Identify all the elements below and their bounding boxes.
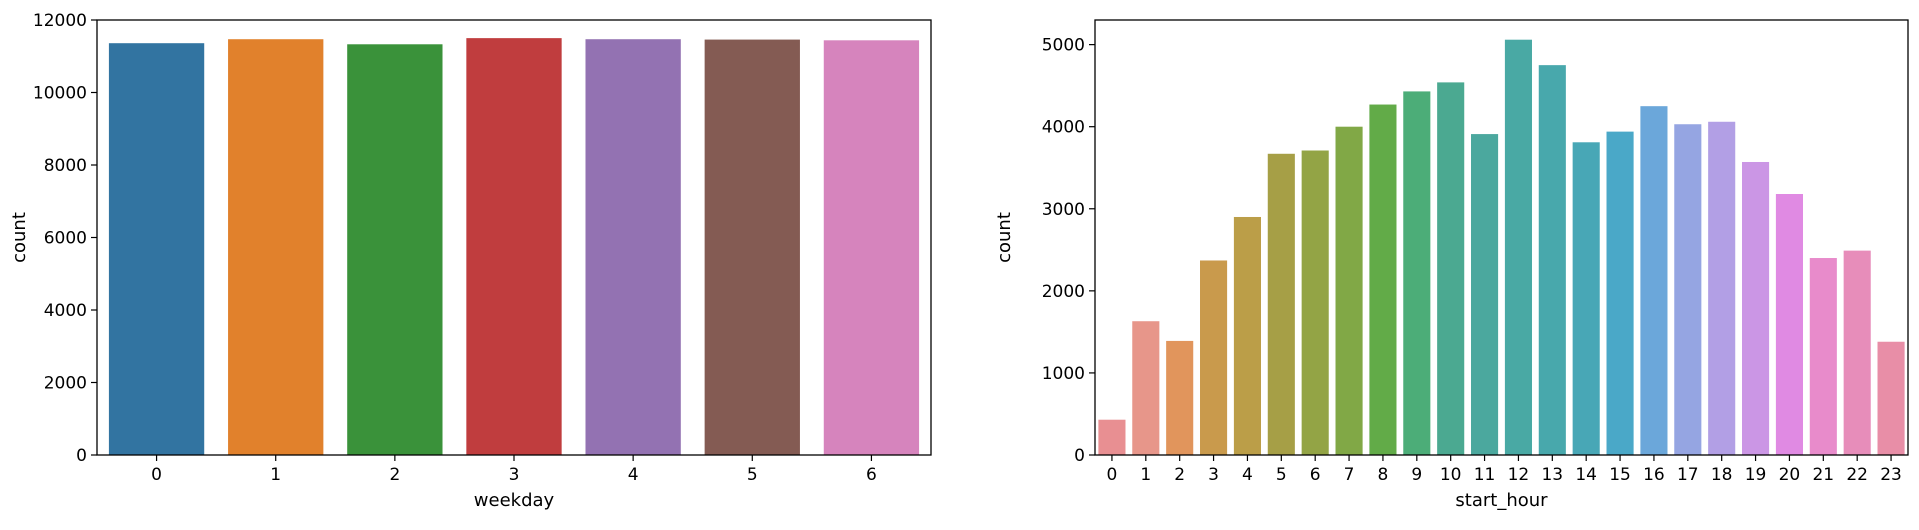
x-tick-label: 11 [1474,465,1496,485]
bar-16 [1640,106,1668,456]
bar-11 [1471,134,1499,455]
bar-21 [1809,258,1837,455]
x-tick-label: 7 [1344,465,1355,485]
x-axis-label: start_hour [1455,490,1548,511]
bar-0 [108,43,205,455]
x-tick-label: 13 [1541,465,1563,485]
x-tick-label: 0 [1107,465,1118,485]
y-axis-label: count [9,212,30,263]
x-tick-label: 23 [1880,465,1902,485]
x-tick-label: 21 [1812,465,1834,485]
y-tick-label: 3000 [1042,200,1085,220]
bar-2 [347,44,443,455]
x-tick-label: 1 [270,465,281,485]
y-tick-label: 0 [1074,446,1085,466]
x-tick-label: 5 [747,465,758,485]
y-tick-label: 8000 [44,156,87,176]
x-tick-label: 0 [151,465,162,485]
y-tick-label: 2000 [44,374,87,394]
bar-22 [1843,250,1871,455]
bar-10 [1437,82,1465,455]
bar-1 [1132,321,1160,455]
bar-7 [1335,126,1363,455]
chart-weekday-count: 0 2000 4000 6000 8000 10000 12000 0 1 2 3 4 5 6 weekda… [9,11,932,511]
bar-20 [1775,194,1803,455]
y-tick-label: 0 [76,446,87,466]
x-tick-label: 8 [1378,465,1389,485]
bar-6 [1301,150,1329,455]
y-tick-label: 6000 [44,229,87,249]
bar-8 [1369,104,1397,455]
bar-13 [1538,65,1566,455]
bar-2 [1166,340,1194,455]
bar-4 [1233,216,1261,455]
bar-15 [1606,131,1634,455]
x-tick-label: 20 [1779,465,1801,485]
x-tick-label: 18 [1711,465,1733,485]
x-tick-label: 10 [1440,465,1462,485]
y-tick-label: 5000 [1042,36,1085,56]
x-tick-label: 14 [1575,465,1597,485]
bar-3 [1200,260,1228,455]
bar-1 [228,39,324,456]
bar-18 [1708,121,1736,456]
bar-9 [1403,91,1431,455]
x-tick-label: 6 [1310,465,1321,485]
bar-23 [1877,341,1905,455]
bar-17 [1674,124,1702,456]
bar-4 [585,39,681,456]
x-tick-label: 4 [1242,465,1253,485]
x-tick-label: 6 [866,465,877,485]
y-tick-label: 12000 [33,11,87,31]
x-tick-label: 22 [1846,465,1868,485]
y-tick-label: 10000 [33,84,87,104]
y-tick-label: 4000 [44,301,87,321]
bar-0 [1098,419,1126,455]
bar-3 [466,38,562,456]
y-tick-label: 1000 [1042,364,1085,384]
x-axis-label: weekday [474,490,555,511]
bar-19 [1742,161,1770,456]
x-tick-label: 4 [628,465,639,485]
x-tick-label: 3 [509,465,520,485]
bar-5 [1267,153,1295,455]
x-tick-label: 19 [1745,465,1767,485]
x-tick-label: 12 [1508,465,1530,485]
y-tick-label: 4000 [1042,118,1085,138]
x-tick-label: 2 [389,465,400,485]
bar-12 [1504,39,1532,455]
x-tick-label: 15 [1609,465,1631,485]
x-tick-label: 1 [1140,465,1151,485]
bar-14 [1572,142,1600,456]
axes-frame [1094,19,1909,456]
x-tick-label: 2 [1174,465,1185,485]
x-tick-label: 5 [1276,465,1287,485]
x-tick-label: 16 [1643,465,1665,485]
bar-6 [823,40,920,456]
y-axis-label: count [994,212,1015,263]
y-tick-label: 2000 [1042,282,1085,302]
bar-5 [704,39,800,455]
x-tick-label: 17 [1677,465,1699,485]
x-tick-label: 9 [1411,465,1422,485]
x-tick-label: 3 [1208,465,1219,485]
